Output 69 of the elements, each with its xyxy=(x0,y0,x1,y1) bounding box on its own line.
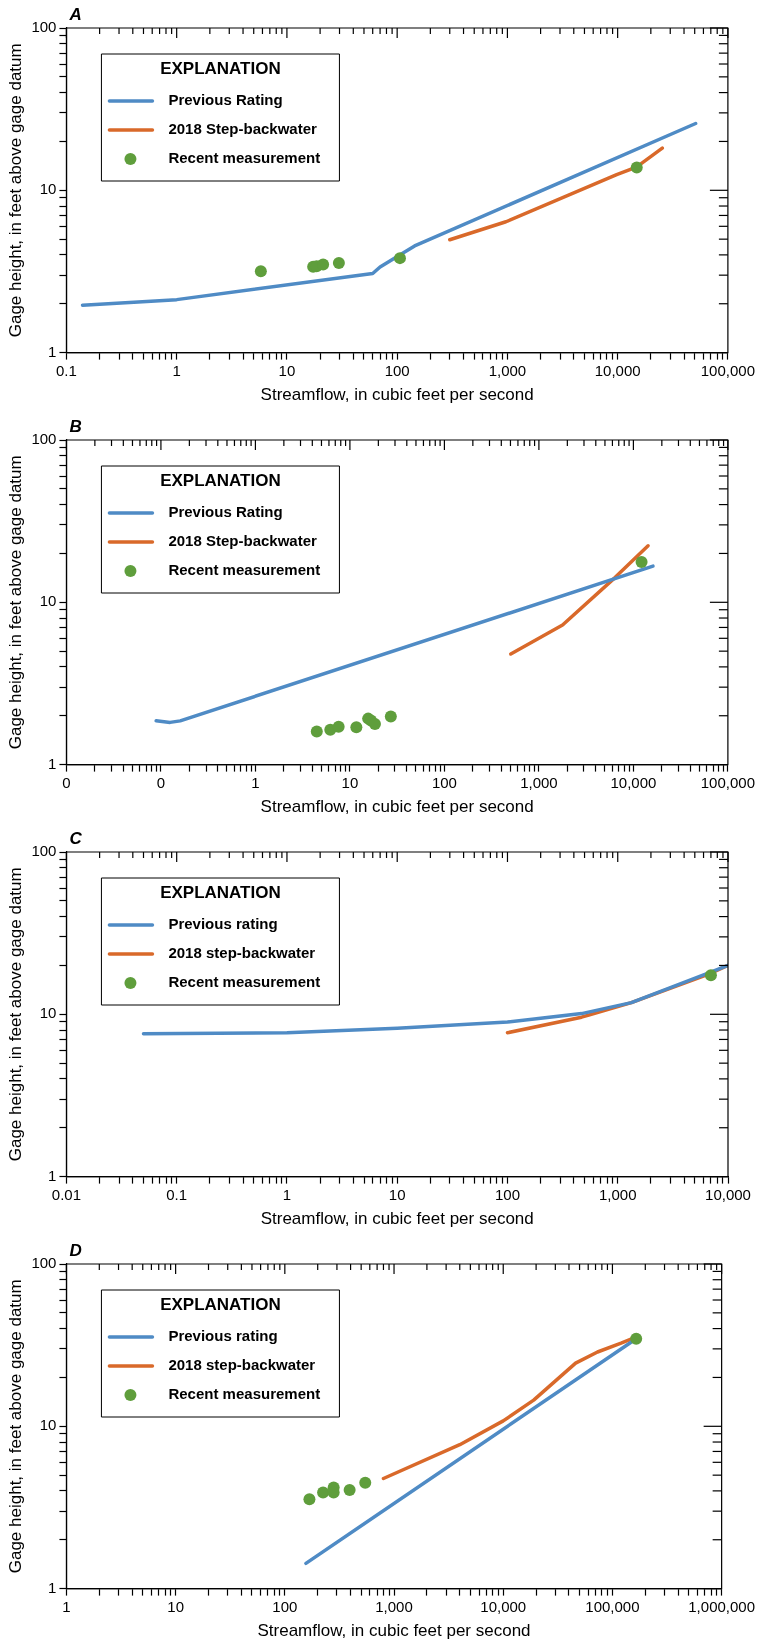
x-tick-label: 1 xyxy=(251,773,260,791)
y-tick-label: 10 xyxy=(39,1004,57,1022)
x-tick-label: 10,000 xyxy=(610,773,657,791)
x-tick-label: 10 xyxy=(167,1597,184,1615)
y-tick-label: 10 xyxy=(39,592,57,610)
chart-title: D xyxy=(69,1241,82,1261)
x-tick-label: 0.1 xyxy=(56,361,77,379)
x-tick-label: 10,000 xyxy=(594,361,641,379)
x-tick-label: 0 xyxy=(156,773,166,791)
y-tick-label: 100 xyxy=(31,1254,57,1272)
x-tick-label: 1,000 xyxy=(488,361,527,379)
x-tick-label: 1,000 xyxy=(375,1597,413,1615)
chart-title: A xyxy=(68,5,82,25)
legend-label: Previous Rating xyxy=(168,91,283,109)
x-tick-label: 1,000,000 xyxy=(688,1597,755,1615)
legend-label: Recent measurement xyxy=(168,149,321,167)
x-tick-label: 1,000 xyxy=(520,773,558,791)
x-tick-label: 10,000 xyxy=(705,1185,751,1203)
y-tick-label: 1 xyxy=(48,1166,57,1184)
x-tick-label: 0 xyxy=(62,773,71,791)
x-tick-label: 100 xyxy=(431,773,457,791)
y-tick-label: 100 xyxy=(31,18,57,36)
x-tick-label: 1 xyxy=(172,361,181,379)
x-tick-label: 10 xyxy=(341,773,359,791)
legend-title: EXPLANATION xyxy=(160,1294,281,1314)
legend-label: 2018 step-backwater xyxy=(168,1356,316,1374)
x-tick-label: 100 xyxy=(272,1597,298,1615)
x-tick-label: 0.01 xyxy=(51,1185,82,1203)
x-tick-label: 1 xyxy=(282,1185,292,1203)
x-tick-label: 10 xyxy=(388,1185,406,1203)
x-axis-title: Streamflow, in cubic feet per second xyxy=(260,385,534,405)
x-tick-label: 100,000 xyxy=(700,773,756,791)
legend-label: 2018 Step-backwater xyxy=(168,532,317,550)
x-tick-label: 1,000 xyxy=(598,1185,637,1203)
y-axis-title: Gage height, in feet above gage datum xyxy=(5,1279,25,1574)
legend-label: 2018 Step-backwater xyxy=(168,120,317,138)
x-axis-title: Streamflow, in cubic feet per second xyxy=(260,1209,534,1229)
legend-label: Previous Rating xyxy=(168,503,283,521)
legend-label: Recent measurement xyxy=(168,561,321,579)
x-tick-label: 1 xyxy=(62,1597,71,1615)
y-axis-title: Gage height, in feet above gage datum xyxy=(5,455,25,750)
y-tick-label: 1 xyxy=(48,1578,57,1596)
y-axis-title: Gage height, in feet above gage datum xyxy=(5,867,25,1162)
x-tick-label: 100,000 xyxy=(585,1597,640,1615)
chart-title: B xyxy=(69,417,82,437)
x-tick-label: 100 xyxy=(494,1185,520,1203)
legend-label: Recent measurement xyxy=(168,1385,321,1403)
x-tick-label: 10,000 xyxy=(480,1597,527,1615)
x-tick-label: 0.1 xyxy=(166,1185,188,1203)
legend-title: EXPLANATION xyxy=(160,882,281,902)
y-tick-label: 100 xyxy=(31,430,57,448)
chart-title: C xyxy=(69,829,83,849)
x-axis-title: Streamflow, in cubic feet per second xyxy=(260,797,534,817)
legend-label: 2018 step-backwater xyxy=(168,944,316,962)
legend-label: Previous rating xyxy=(168,915,278,933)
legend-label: Recent measurement xyxy=(168,973,321,991)
x-tick-label: 100 xyxy=(384,361,410,379)
y-tick-label: 10 xyxy=(39,180,57,198)
y-tick-label: 100 xyxy=(31,842,57,860)
y-tick-label: 1 xyxy=(48,754,57,772)
legend-label: Previous rating xyxy=(168,1327,278,1345)
y-tick-label: 10 xyxy=(39,1416,57,1434)
x-axis-title: Streamflow, in cubic feet per second xyxy=(257,1621,531,1641)
x-tick-label: 10 xyxy=(278,361,296,379)
y-tick-label: 1 xyxy=(48,342,57,360)
y-axis-title: Gage height, in feet above gage datum xyxy=(5,43,25,338)
legend-title: EXPLANATION xyxy=(160,58,281,78)
x-tick-label: 100,000 xyxy=(700,361,756,379)
legend-title: EXPLANATION xyxy=(160,470,281,490)
